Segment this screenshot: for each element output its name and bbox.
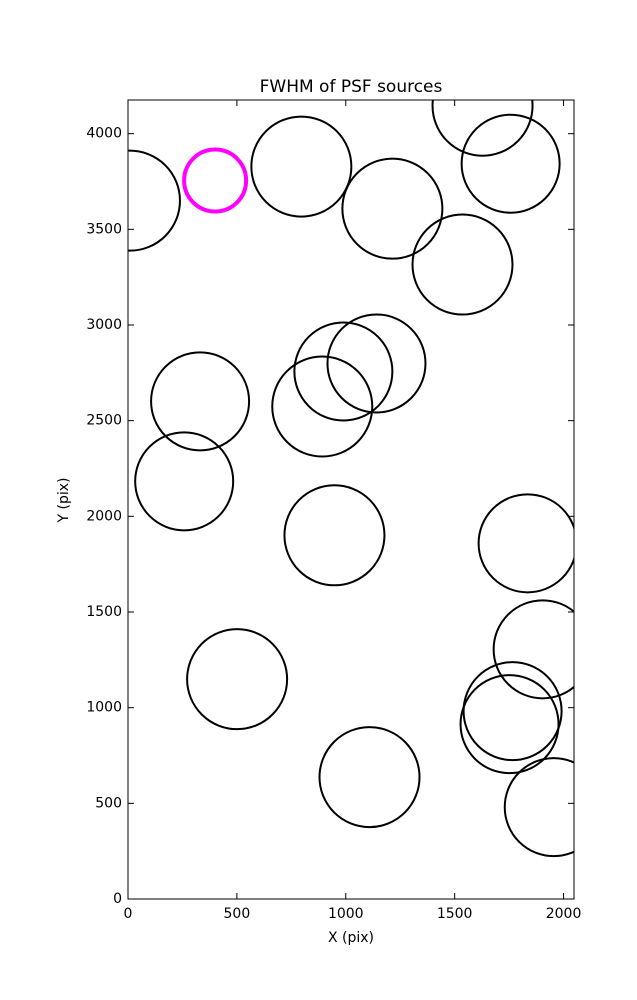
source-circle bbox=[134, 431, 235, 532]
x-tick-label: 1000 bbox=[328, 906, 364, 922]
y-tick-label: 0 bbox=[113, 891, 122, 907]
y-tick-label: 1500 bbox=[86, 604, 122, 620]
plot-frame bbox=[127, 99, 575, 900]
x-axis-label: X (pix) bbox=[328, 930, 374, 946]
source-circle bbox=[503, 757, 574, 858]
y-tick-label: 3000 bbox=[86, 317, 122, 333]
source-circle bbox=[186, 628, 289, 731]
x-tick-label: 2000 bbox=[546, 906, 582, 922]
x-tick-label: 1500 bbox=[437, 906, 473, 922]
source-circle bbox=[341, 157, 444, 260]
source-circle bbox=[326, 313, 427, 414]
y-tick-label: 1000 bbox=[86, 700, 122, 716]
source-circle bbox=[431, 100, 534, 157]
source-circle bbox=[150, 351, 251, 452]
y-tick-label: 3500 bbox=[86, 221, 122, 237]
x-tick-label: 0 bbox=[124, 906, 133, 922]
y-tick-label: 2500 bbox=[86, 413, 122, 429]
source-circle bbox=[411, 213, 514, 316]
source-circle bbox=[460, 113, 561, 214]
plot-area bbox=[128, 100, 574, 858]
y-tick-label: 4000 bbox=[86, 126, 122, 142]
y-tick-label: 500 bbox=[95, 795, 122, 811]
source-circle bbox=[283, 484, 386, 587]
source-circle bbox=[459, 674, 560, 775]
source-circle bbox=[271, 355, 374, 458]
source-circle bbox=[477, 493, 574, 594]
source-circle bbox=[293, 321, 394, 422]
source-circle bbox=[318, 726, 421, 829]
chart-title: FWHM of PSF sources bbox=[260, 77, 443, 97]
source-circle bbox=[128, 149, 181, 252]
source-circle bbox=[462, 661, 563, 762]
x-tick-label: 500 bbox=[224, 906, 251, 922]
y-tick-label: 2000 bbox=[86, 508, 122, 524]
source-circle bbox=[182, 147, 249, 214]
y-axis-label: Y (pix) bbox=[56, 478, 72, 524]
source-circle bbox=[250, 115, 353, 218]
source-circle bbox=[492, 599, 574, 700]
